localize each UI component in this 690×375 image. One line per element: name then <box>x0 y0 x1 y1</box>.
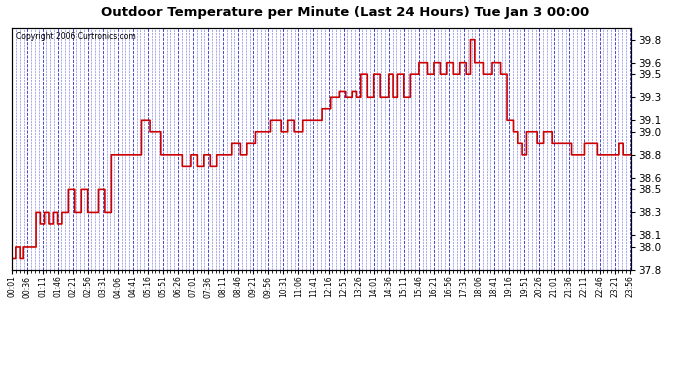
Text: Copyright 2006 Curtronics.com: Copyright 2006 Curtronics.com <box>15 32 135 41</box>
Text: Outdoor Temperature per Minute (Last 24 Hours) Tue Jan 3 00:00: Outdoor Temperature per Minute (Last 24 … <box>101 6 589 19</box>
